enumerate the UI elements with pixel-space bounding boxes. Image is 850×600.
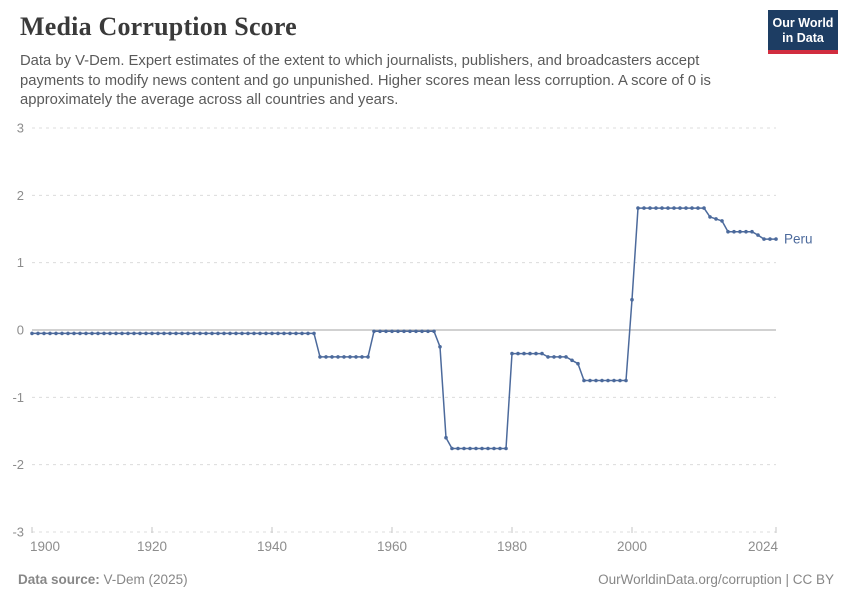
x-tick-label: 2024 xyxy=(748,539,779,554)
x-tick-label: 2000 xyxy=(617,539,647,554)
data-line-peru[interactable] xyxy=(32,207,776,450)
series-label-peru[interactable]: Peru xyxy=(784,232,813,247)
x-tick-label: 1940 xyxy=(257,539,287,554)
y-axis-labels: 3 2 1 0 -1 -2 -3 xyxy=(12,121,24,540)
subtitle-line: payments to modify news content and go u… xyxy=(20,72,711,89)
x-tick-label: 1980 xyxy=(497,539,527,554)
data-points-peru xyxy=(30,206,778,451)
credit-link[interactable]: OurWorldinData.org/corruption | CC BY xyxy=(598,572,834,587)
y-tick-label: 0 xyxy=(17,323,24,338)
owid-logo-line1: Our World xyxy=(772,16,834,30)
subtitle-line: Data by V-Dem. Expert estimates of the e… xyxy=(20,53,700,69)
chart-subtitle: Data by V-Dem. Expert estimates of the e… xyxy=(20,52,711,111)
x-tick-label: 1960 xyxy=(377,539,407,554)
y-tick-label: -3 xyxy=(12,524,24,539)
owid-logo[interactable]: Our World in Data xyxy=(768,10,838,54)
y-tick-label: 1 xyxy=(17,255,24,270)
y-tick-label: -1 xyxy=(12,390,24,405)
data-source-label: Data source: xyxy=(18,572,100,587)
y-gridlines xyxy=(32,127,776,533)
x-axis-labels: 1900 1920 1940 1960 1980 2000 2024 xyxy=(30,526,779,554)
x-tick-label: 1900 xyxy=(30,539,60,554)
x-tick-label: 1920 xyxy=(137,539,167,554)
y-tick-label: 2 xyxy=(17,188,24,203)
data-source: Data source: V-Dem (2025) xyxy=(18,572,188,587)
subtitle-line: approximately the average across all cou… xyxy=(20,92,399,108)
page-title: Media Corruption Score xyxy=(20,12,297,41)
data-source-value: V-Dem (2025) xyxy=(103,572,188,587)
y-tick-label: 3 xyxy=(17,121,24,136)
owid-logo-line2: in Data xyxy=(782,30,824,45)
chart-footer: Data source: V-Dem (2025) OurWorldinData… xyxy=(18,572,834,587)
y-tick-label: -2 xyxy=(12,457,24,472)
